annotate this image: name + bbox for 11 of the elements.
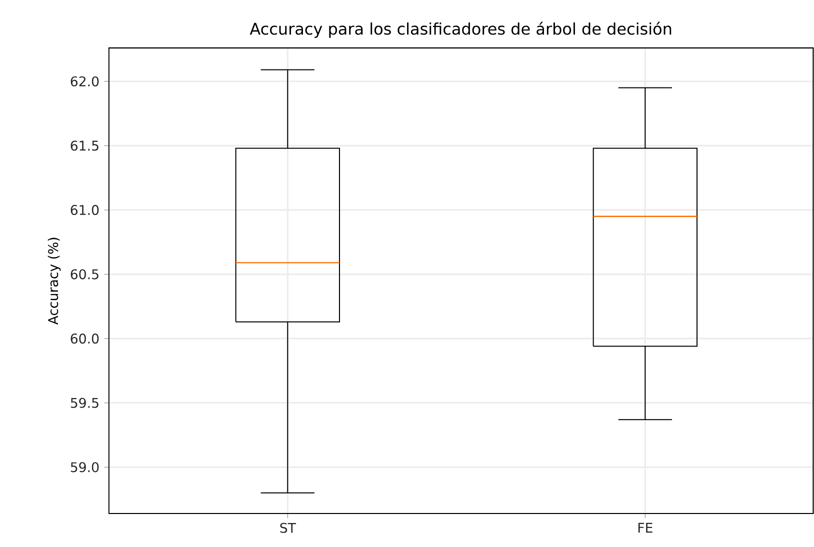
y-tick-label: 60.0 [70,333,99,344]
y-tick-label: 60.5 [70,269,98,280]
y-tick-label: 59.0 [70,462,99,472]
y-tick-label: 61.0 [70,204,99,215]
x-tick-label: FE [638,522,652,532]
y-tick-label: 62.0 [70,76,99,86]
chart-title: Accuracy para los clasificadores de árbol de decisión [250,22,672,38]
y-tick-label: 61.5 [70,140,98,150]
x-tick-label: ST [280,522,296,533]
y-axis-title: Accuracy (%) [48,238,61,324]
y-tick-label: 59.5 [70,398,98,408]
